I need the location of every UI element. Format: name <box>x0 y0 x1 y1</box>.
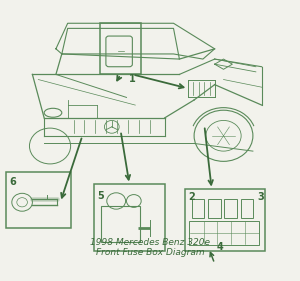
Text: 6: 6 <box>10 177 16 187</box>
Text: 5: 5 <box>97 191 104 201</box>
Text: 3: 3 <box>257 192 264 202</box>
Bar <box>100 23 141 74</box>
Bar <box>185 189 265 251</box>
Text: 2: 2 <box>188 192 195 202</box>
Bar <box>6 172 70 228</box>
Text: 4: 4 <box>216 242 223 252</box>
Text: 1998 Mercedes Benz 320e
Front Fuse Box Diagram: 1998 Mercedes Benz 320e Front Fuse Box D… <box>90 238 210 257</box>
Text: 1: 1 <box>129 74 136 84</box>
Bar <box>94 184 165 251</box>
